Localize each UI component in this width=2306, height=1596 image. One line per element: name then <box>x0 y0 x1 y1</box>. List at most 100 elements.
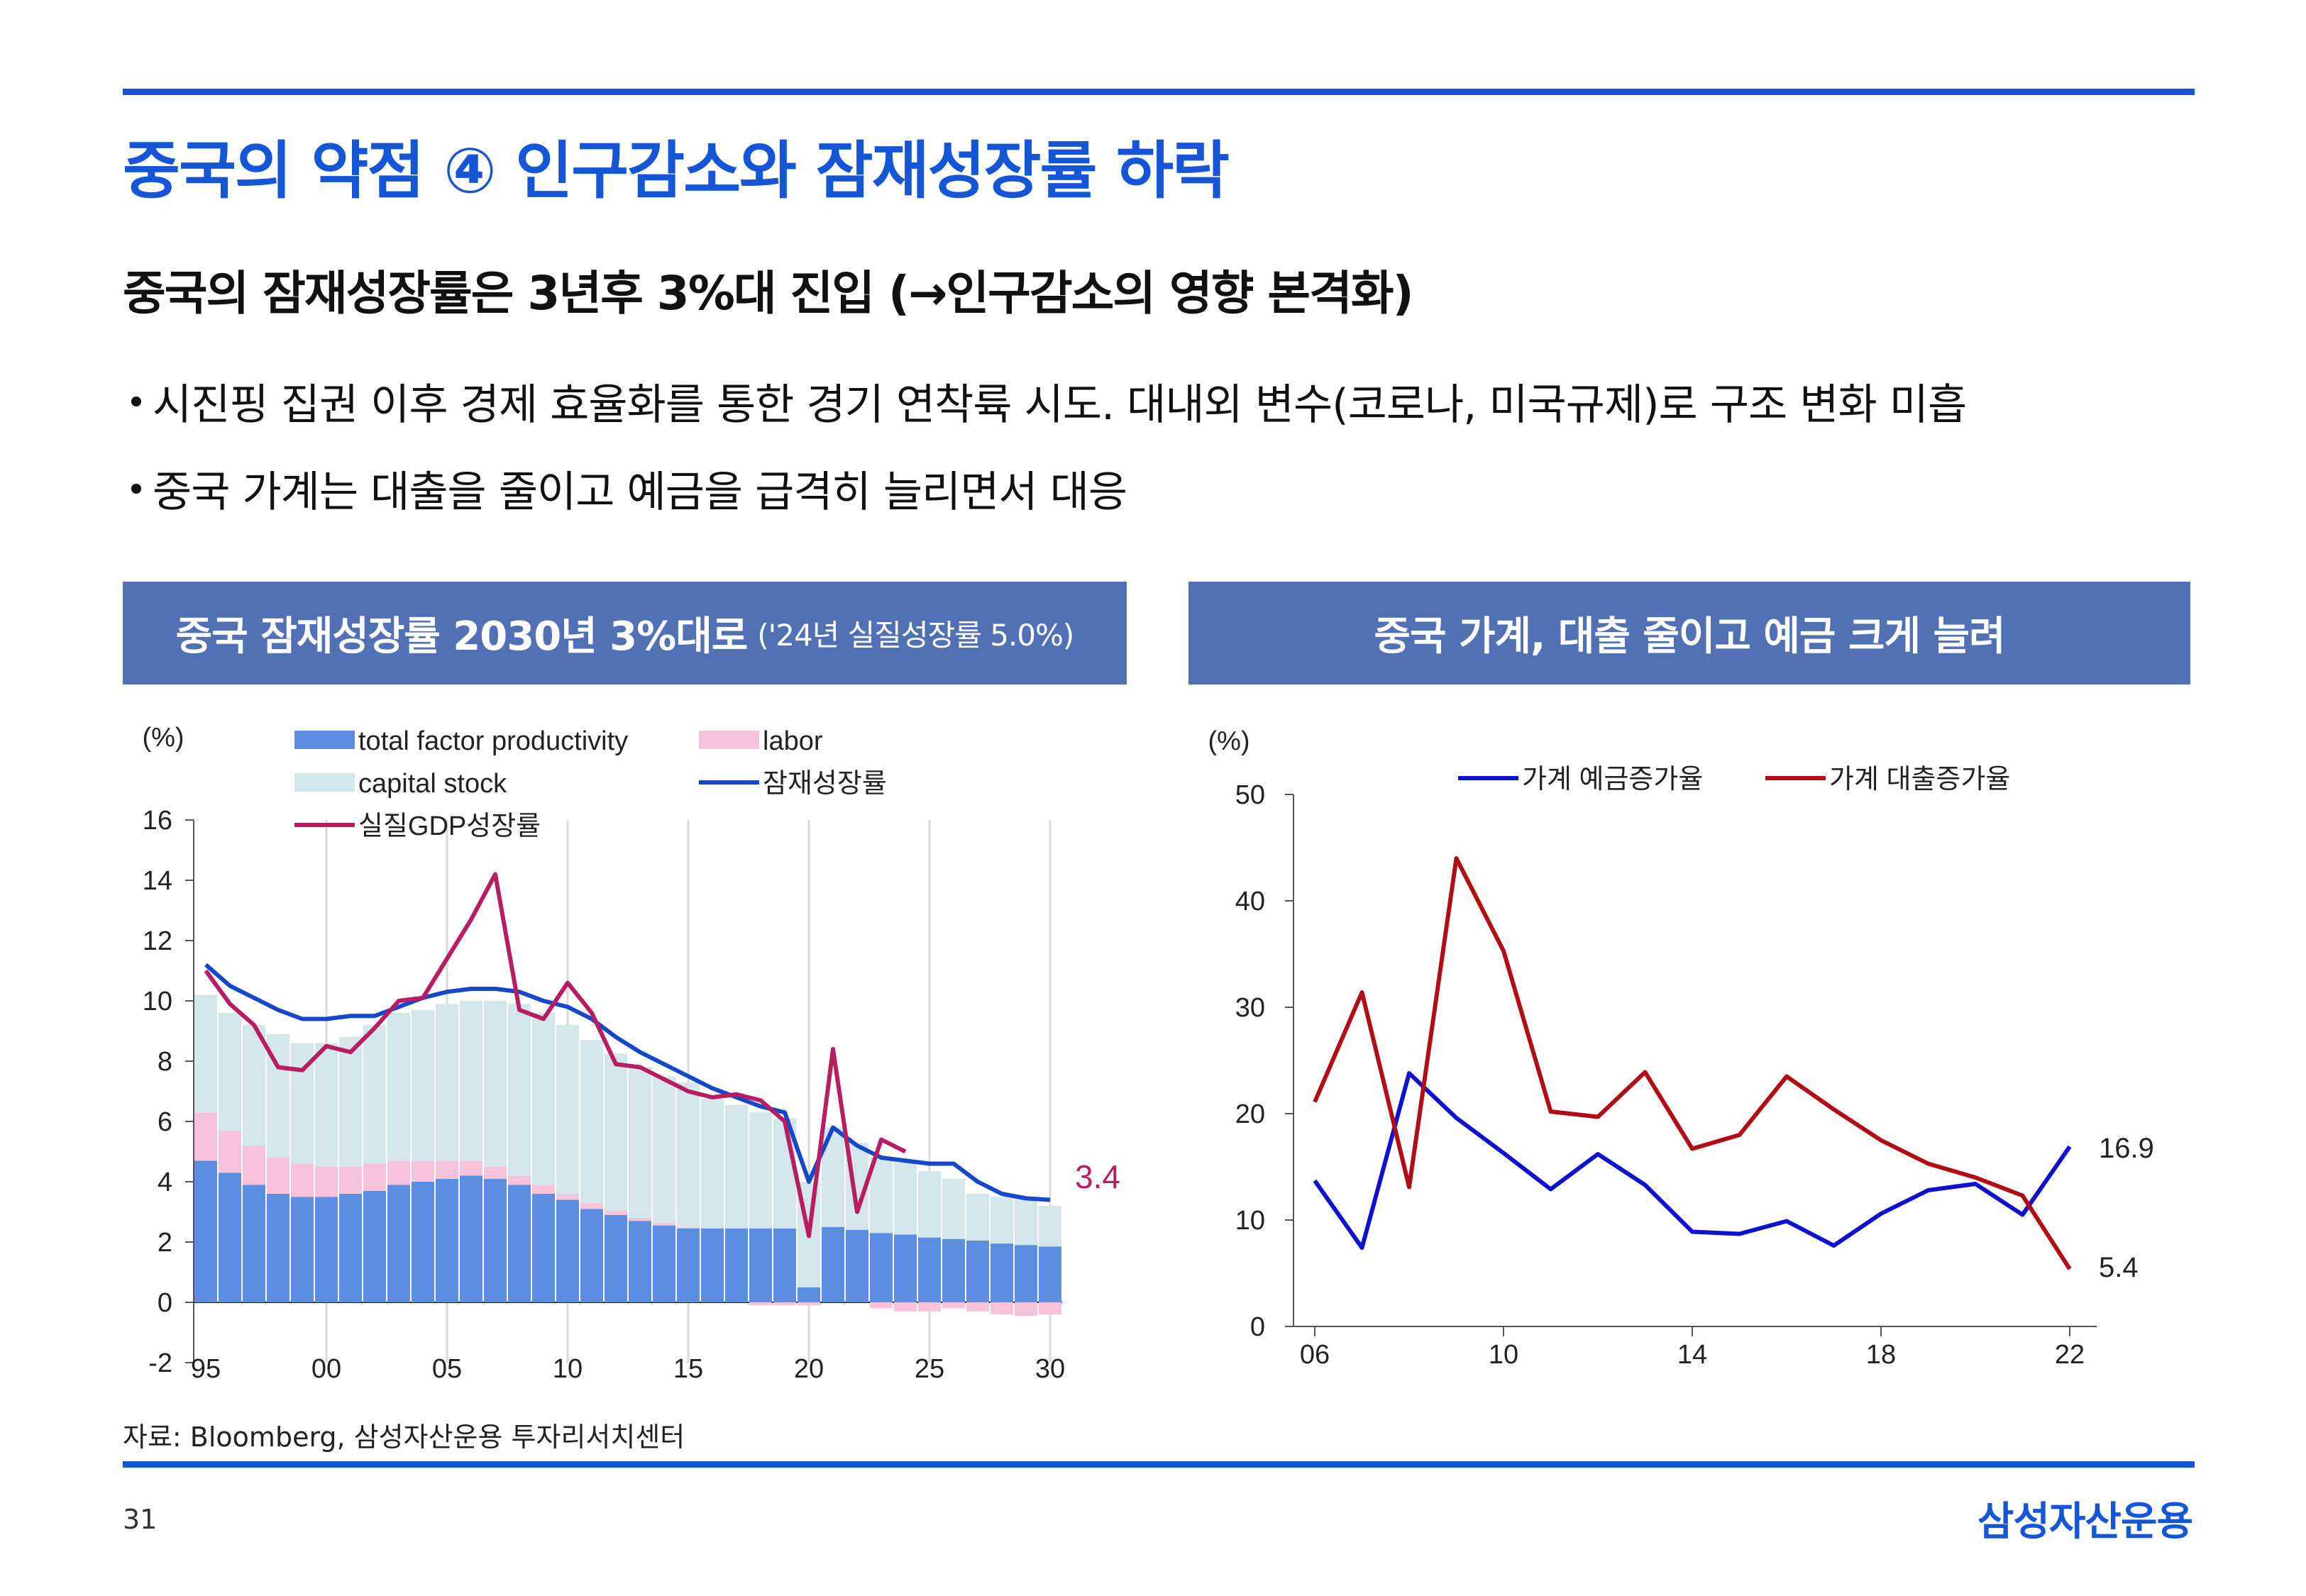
bar-tfp <box>412 1182 434 1302</box>
bar-capital <box>460 1001 482 1161</box>
bar-labor <box>267 1158 289 1194</box>
legend-swatch-tfp <box>294 731 355 749</box>
bar-labor <box>629 1218 651 1221</box>
bar-tfp <box>194 1160 217 1302</box>
bar-tfp <box>846 1230 868 1302</box>
brand-logo: 삼성자산운용 <box>1977 1499 2193 1545</box>
legend-label-loan: 가계 대출증가율 <box>1829 765 2010 794</box>
bar-tfp <box>508 1185 531 1302</box>
bar-tfp <box>870 1233 893 1302</box>
legend-label-labor: labor <box>763 726 823 756</box>
bar-tfp <box>629 1221 651 1302</box>
left-y-ticks: 16 14 12 10 8 6 4 2 0 -2 <box>143 806 194 1378</box>
bar-capital <box>942 1178 965 1239</box>
left-chart-title-note: ('24년 실질성장률 5.0%) <box>757 618 1074 653</box>
bar-capital <box>653 1076 675 1223</box>
potential-growth-line <box>204 963 1051 1202</box>
deposit-growth-line <box>1313 1071 2072 1250</box>
bar-capital <box>605 1053 627 1211</box>
page-subtitle: 중국의 잠재성장률은 3년후 3%대 진입 (→인구감소의 영향 본격화) <box>123 266 1414 321</box>
bullet-dot-icon <box>131 397 141 407</box>
legend-label-capital: capital stock <box>358 769 507 799</box>
bar-tfp <box>725 1228 748 1302</box>
bar-capital <box>484 1001 507 1167</box>
bullet-item-2: 중국 가계는 대출을 줄이고 예금을 급격히 늘리면서 대응 <box>131 458 1127 519</box>
right-y-tick-label: 0 <box>1250 1312 1265 1342</box>
bar-labor <box>1039 1302 1061 1314</box>
left-y-tick-label: 14 <box>143 866 172 896</box>
bar-labor <box>363 1163 386 1191</box>
bar-labor <box>532 1185 555 1194</box>
page-title: 중국의 약점 ④ 인구감소와 잠재성장률 하락 <box>123 134 1230 207</box>
page-number: 31 <box>123 1504 158 1535</box>
bar-labor <box>580 1202 603 1209</box>
bar-tfp <box>918 1237 941 1302</box>
left-end-annotation: 3.4 <box>1075 1158 1120 1195</box>
bar-capital <box>363 1025 386 1164</box>
left-y-tick-label: 0 <box>158 1288 172 1318</box>
legend-label-deposit: 가계 예금증가율 <box>1522 765 1703 794</box>
bar-capital <box>243 1025 265 1146</box>
bar-capital <box>894 1162 917 1235</box>
right-x-tick-label: 18 <box>1866 1340 1896 1370</box>
bar-tfp <box>484 1178 507 1302</box>
right-y-tick-label: 50 <box>1235 780 1265 810</box>
bar-labor <box>436 1160 458 1179</box>
left-x-tick-label: 10 <box>553 1354 583 1384</box>
bar-capital <box>580 1040 603 1203</box>
bar-tfp <box>339 1194 362 1302</box>
left-y-tick-label: 8 <box>158 1047 172 1077</box>
right-y-ticks: 50 40 30 20 10 0 <box>1235 780 1293 1342</box>
left-x-tick-label: 15 <box>673 1354 703 1384</box>
bar-tfp <box>436 1178 458 1302</box>
bar-tfp <box>580 1209 603 1302</box>
bar-capital <box>870 1158 893 1234</box>
deposit-end-label: 16.9 <box>2099 1133 2154 1164</box>
bar-capital <box>701 1099 724 1229</box>
bar-labor <box>1015 1302 1037 1317</box>
bar-capital <box>194 994 217 1113</box>
legend-label-real-gdp: 실질GDP성장률 <box>358 811 541 841</box>
bar-tfp <box>363 1190 386 1302</box>
bar-tfp <box>605 1214 627 1302</box>
bar-capital <box>629 1067 651 1218</box>
bar-tfp <box>243 1185 265 1302</box>
bar-labor <box>291 1163 314 1197</box>
right-x-tick-label: 22 <box>2055 1340 2085 1370</box>
left-x-tick-label: 95 <box>191 1354 221 1384</box>
bar-capital <box>508 1004 531 1176</box>
bar-tfp <box>556 1199 579 1302</box>
bar-labor <box>749 1302 772 1306</box>
left-legend: total factor productivity capital stock … <box>294 726 887 841</box>
left-y-tick-label: 6 <box>158 1107 172 1137</box>
bullet-text: 중국 가계는 대출을 줄이고 예금을 급격히 늘리면서 대응 <box>153 467 1127 517</box>
bar-tfp <box>991 1243 1013 1302</box>
right-y-tick-label: 20 <box>1235 1099 1265 1129</box>
bottom-rule <box>123 1461 2195 1468</box>
bar-tfp <box>291 1197 314 1302</box>
bar-tfp <box>387 1185 410 1302</box>
bar-capital <box>918 1171 941 1238</box>
left-bars <box>194 994 1061 1317</box>
bar-tfp <box>1015 1245 1037 1302</box>
bar-tfp <box>701 1228 724 1302</box>
bar-labor <box>798 1302 820 1306</box>
bar-labor <box>966 1302 989 1312</box>
bar-labor <box>243 1146 265 1185</box>
legend-label-potential: 잠재성장률 <box>763 769 887 799</box>
household-credit-chart: (%) 50 40 30 20 10 0 06 10 14 18 22 가계 예금증가율 가계 대… <box>1208 726 2153 1370</box>
legend-label-tfp: total factor productivity <box>358 726 628 756</box>
bullet-dot-icon <box>131 484 141 494</box>
right-y-tick-label: 10 <box>1235 1206 1265 1236</box>
bar-labor <box>991 1302 1013 1314</box>
right-axes <box>1293 794 2097 1327</box>
bar-capital <box>219 1013 241 1131</box>
right-x-tick-label: 14 <box>1677 1340 1707 1370</box>
legend-swatch-capital <box>294 773 355 792</box>
bar-tfp <box>749 1228 772 1302</box>
bar-capital <box>725 1104 748 1229</box>
left-y-tick-label: 16 <box>143 806 172 836</box>
bar-tfp <box>773 1228 796 1302</box>
bar-capital <box>339 1037 362 1167</box>
